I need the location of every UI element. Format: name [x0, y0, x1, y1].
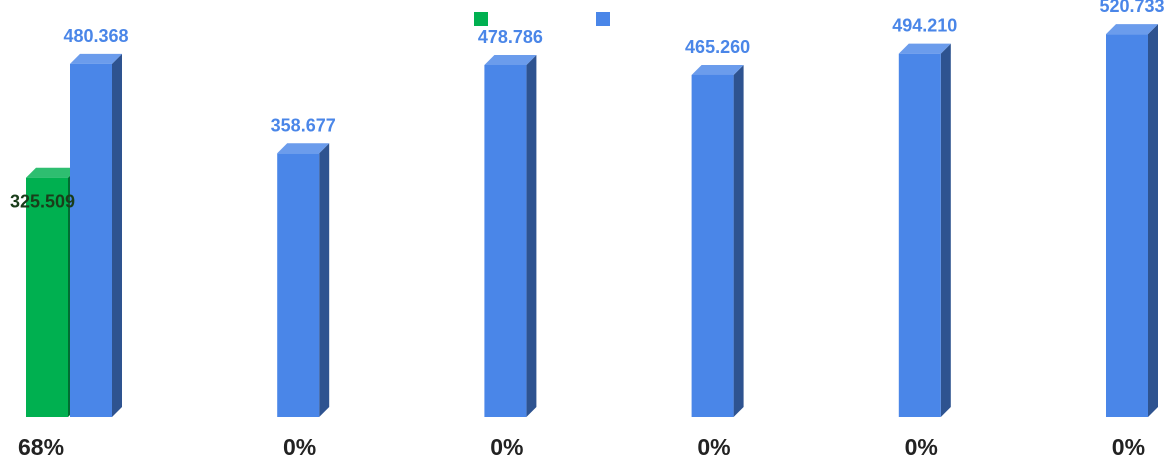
bar-2-2 — [277, 143, 330, 418]
legend-swatch-1 — [474, 12, 488, 26]
bar-front-face — [277, 153, 320, 418]
data-label: 520.733 — [1099, 0, 1164, 16]
bar-top-face — [26, 167, 78, 178]
bar-side-face — [1148, 24, 1158, 417]
bar-front-face — [70, 63, 112, 417]
bar-top-face — [1106, 24, 1158, 35]
legend-swatch-2 — [596, 12, 610, 26]
bar-top-face — [277, 143, 330, 154]
bar-2-1 — [70, 53, 122, 417]
legend — [474, 12, 610, 26]
bar-front-face — [691, 74, 734, 417]
bar-front-face — [26, 177, 68, 417]
bar-side-face — [733, 64, 744, 417]
category-label: 0% — [905, 434, 938, 457]
bar-front-face — [484, 65, 527, 417]
bar-top-face — [70, 53, 122, 64]
bar-side-face — [112, 53, 122, 417]
bar-side-face — [526, 55, 537, 417]
category-label: 0% — [697, 434, 730, 457]
bar-2-4 — [691, 64, 744, 417]
bar-front-face — [898, 53, 941, 418]
bar-side-face — [319, 143, 330, 418]
bar-side-face — [940, 43, 951, 418]
data-label: 494.210 — [892, 16, 957, 36]
data-labels: 325.509 480.368 358.677 478.786 465.260 494.2… — [10, 0, 1165, 212]
bars — [26, 24, 1158, 418]
category-label: 0% — [490, 434, 523, 457]
bar-2-3 — [484, 55, 537, 417]
data-label: 465.260 — [685, 37, 750, 57]
data-label: 478.786 — [478, 27, 543, 47]
data-label: 358.677 — [271, 115, 336, 135]
bar-top-face — [484, 55, 537, 66]
category-labels: 68% 0% 0% 0% 0% 0% — [18, 434, 1145, 460]
bar-2-6 — [1106, 24, 1158, 417]
data-label: 480.368 — [63, 26, 128, 46]
category-label: 0% — [283, 434, 316, 457]
category-label: 68% — [18, 434, 64, 457]
bar-top-face — [898, 43, 951, 54]
bar-2-5 — [898, 43, 951, 418]
bar-top-face — [691, 64, 744, 75]
category-label: 0% — [1112, 434, 1145, 457]
bar-front-face — [1106, 34, 1148, 417]
data-label: 325.509 — [10, 192, 75, 212]
